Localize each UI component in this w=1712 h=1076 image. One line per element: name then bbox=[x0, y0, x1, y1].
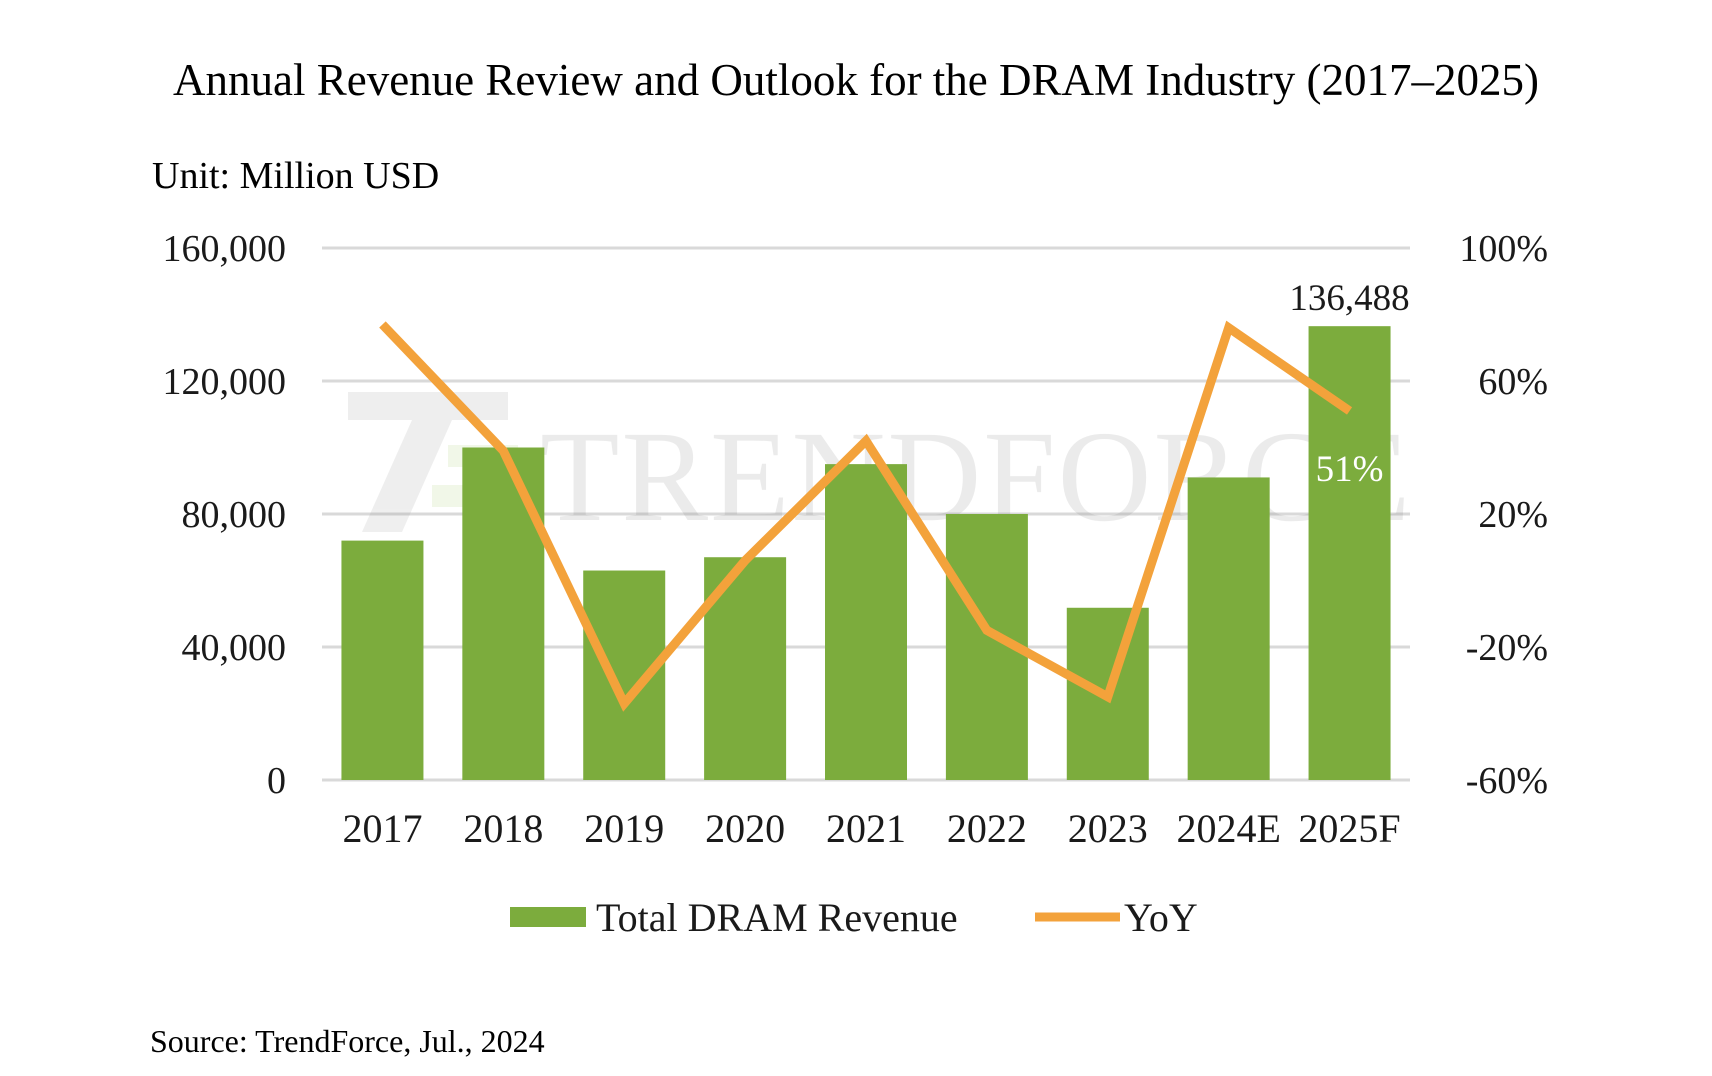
legend-bar-label: Total DRAM Revenue bbox=[596, 895, 958, 940]
revenue-bar-2017 bbox=[341, 540, 424, 780]
category-label-2020: 2020 bbox=[705, 806, 785, 851]
trendforce-watermark: TRENDFORCE bbox=[348, 392, 1410, 549]
category-label-2019: 2019 bbox=[584, 806, 664, 851]
left-tick-label: 80,000 bbox=[182, 494, 287, 536]
right-tick-label: 60% bbox=[1478, 361, 1548, 403]
category-label-2017: 2017 bbox=[342, 806, 422, 851]
legend: Total DRAM Revenue YoY bbox=[510, 895, 1198, 940]
legend-bar-swatch bbox=[510, 907, 586, 927]
category-label-2022: 2022 bbox=[947, 806, 1027, 851]
left-tick-label: 160,000 bbox=[163, 228, 287, 270]
revenue-bar-2024E bbox=[1187, 477, 1270, 780]
revenue-bar-2025F bbox=[1308, 326, 1391, 780]
yoy-value-label-2025F: 51% bbox=[1316, 449, 1384, 490]
left-tick-label: 0 bbox=[267, 760, 286, 802]
legend-line-label: YoY bbox=[1124, 895, 1198, 940]
unit-label: Unit: Million USD bbox=[152, 155, 439, 197]
left-axis-ticks: 0 40,000 80,000 120,000 160,000 bbox=[163, 228, 287, 802]
category-label-2024E: 2024E bbox=[1176, 806, 1280, 851]
right-tick-label: 100% bbox=[1459, 228, 1548, 270]
left-tick-label: 120,000 bbox=[163, 361, 287, 403]
right-axis-ticks: -60% -20% 20% 60% 100% bbox=[1459, 228, 1548, 802]
category-label-2023: 2023 bbox=[1068, 806, 1148, 851]
bar-value-label-2025F: 136,488 bbox=[1289, 278, 1409, 319]
yoy-line bbox=[379, 320, 1353, 712]
right-tick-label: -20% bbox=[1466, 627, 1548, 669]
right-tick-label: -60% bbox=[1466, 760, 1548, 802]
category-label-2021: 2021 bbox=[826, 806, 906, 851]
chart-title: Annual Revenue Review and Outlook for th… bbox=[173, 55, 1539, 105]
category-labels: 2017 2018 2019 2020 2021 2022 2023 2024E 2025F bbox=[342, 806, 1400, 851]
left-tick-label: 40,000 bbox=[182, 627, 287, 669]
category-label-2018: 2018 bbox=[463, 806, 543, 851]
revenue-bar-2021 bbox=[825, 464, 907, 780]
category-label-2025F: 2025F bbox=[1298, 806, 1400, 851]
revenue-bar-2018 bbox=[462, 447, 545, 780]
right-tick-label: 20% bbox=[1478, 494, 1548, 536]
source-note: Source: TrendForce, Jul., 2024 bbox=[150, 1023, 545, 1059]
